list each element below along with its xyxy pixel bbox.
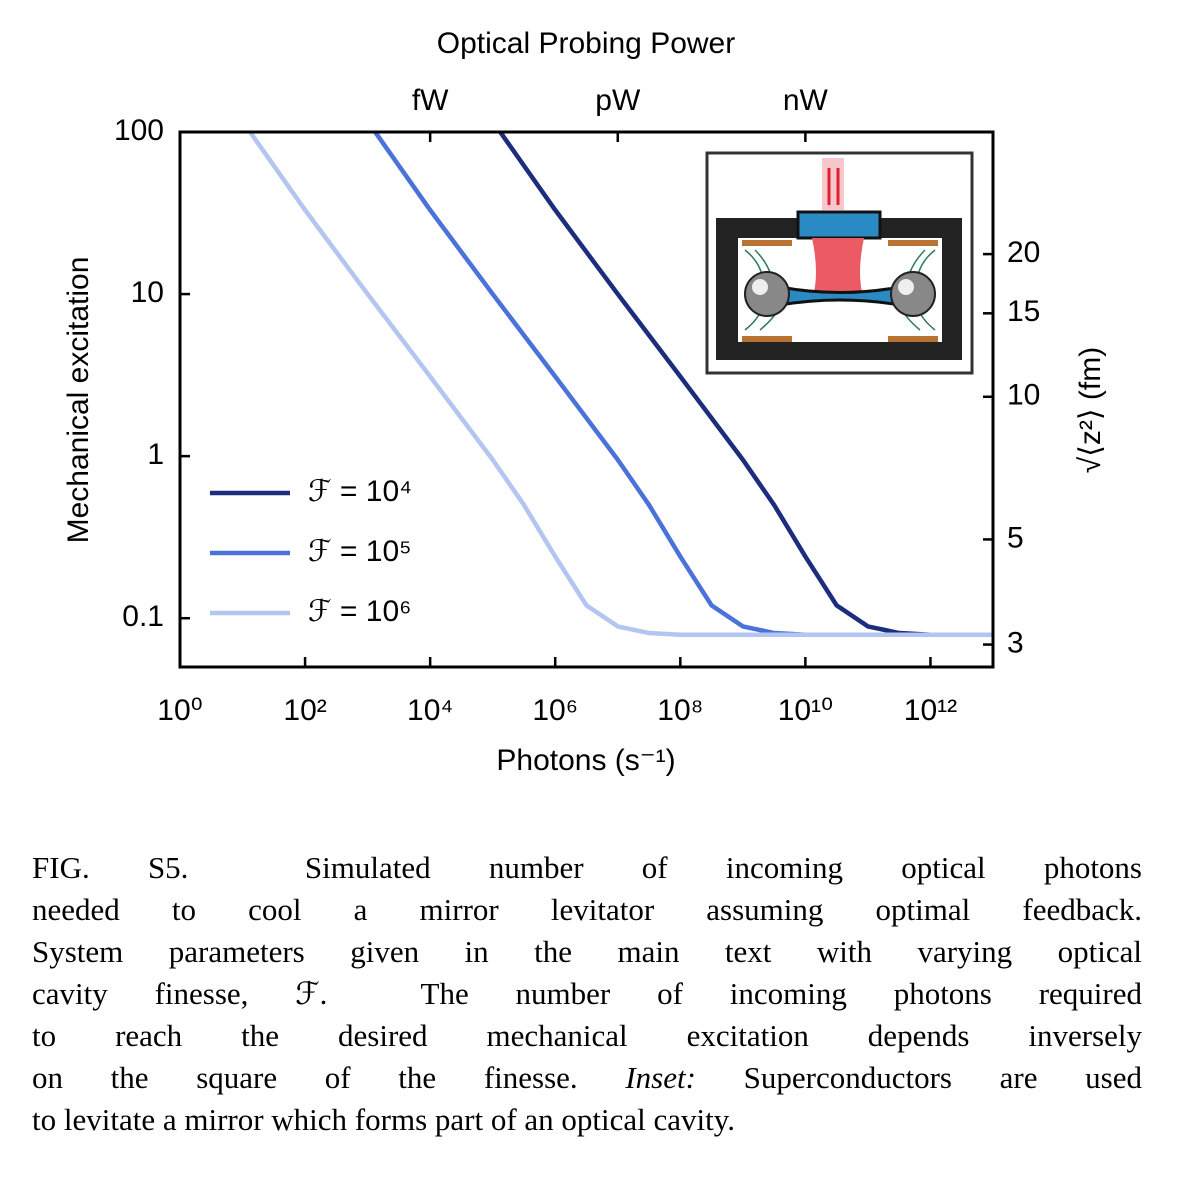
- x-tick-label: 10⁸: [657, 694, 703, 727]
- legend-label: ℱ = 10⁴: [308, 475, 412, 508]
- x-tick-label: 10⁴: [407, 694, 453, 727]
- legend-label: ℱ = 10⁶: [308, 595, 412, 628]
- caption-line: FIG. S5. Simulated number of incoming op…: [32, 847, 1142, 889]
- y-tick-label: 100: [114, 114, 164, 147]
- y-tick-label: 1: [147, 438, 164, 471]
- chart: Optical Probing Power Photons (s⁻¹) Mech…: [62, 27, 1107, 777]
- y2-tick-label: 5: [1007, 521, 1024, 554]
- inset: [705, 151, 974, 375]
- y2-tick-label: 10: [1007, 379, 1040, 412]
- x2-tick-label: pW: [595, 84, 641, 117]
- caption-line: to reach the desired mechanical excitati…: [32, 1015, 1142, 1057]
- x-tick-label: 10¹⁰: [778, 694, 833, 727]
- caption-text: cavity finesse, ℱ. The number of incomin…: [32, 976, 1142, 1011]
- legend-label: ℱ = 10⁵: [308, 535, 412, 568]
- series-line: [248, 132, 993, 638]
- caption-text: to reach the desired mechanical excitati…: [32, 1018, 1142, 1053]
- caption-text: FIG. S5. Simulated number of incoming op…: [32, 850, 1142, 885]
- caption-text: needed to cool a mirror levitator assumi…: [32, 892, 1142, 927]
- x-tick-label: 10⁰: [157, 694, 202, 727]
- caption: FIG. S5. Simulated number of incoming op…: [32, 847, 1142, 1141]
- x-tick-label: 10⁶: [532, 694, 578, 727]
- caption-text: Inset:: [625, 1060, 696, 1095]
- caption-text: System parameters given in the main text…: [32, 934, 1142, 969]
- x2-tick-label: nW: [783, 84, 829, 117]
- x-axis-label: Photons (s⁻¹): [496, 744, 675, 777]
- y2-axis-label: √⟨z²⟩ (fm): [1074, 347, 1107, 474]
- x-tick-label: 10¹²: [904, 694, 957, 727]
- y2-tick-label: 3: [1007, 626, 1024, 659]
- plot-area: [248, 132, 993, 638]
- plot-frame: [178, 130, 995, 669]
- caption-text: on the square of the finesse.: [32, 1060, 626, 1095]
- caption-text: to levitate a mirror which forms part of…: [32, 1102, 735, 1137]
- y2-tick-label: 15: [1007, 295, 1040, 328]
- caption-line: System parameters given in the main text…: [32, 931, 1142, 973]
- y-tick-label: 0.1: [122, 600, 164, 633]
- top-axis-title: Optical Probing Power: [437, 27, 735, 60]
- y-axis-label: Mechanical excitation: [62, 257, 95, 544]
- x-tick-label: 10²: [283, 694, 326, 727]
- caption-line: to levitate a mirror which forms part of…: [32, 1099, 1142, 1141]
- y-tick-label: 10: [131, 276, 164, 309]
- caption-text: Superconductors are used: [695, 1060, 1142, 1095]
- caption-line: on the square of the finesse. Inset: Sup…: [32, 1057, 1142, 1099]
- y2-tick-label: 20: [1007, 236, 1040, 269]
- x2-tick-label: fW: [412, 84, 449, 117]
- caption-line: needed to cool a mirror levitator assumi…: [32, 889, 1142, 931]
- caption-line: cavity finesse, ℱ. The number of incomin…: [32, 973, 1142, 1015]
